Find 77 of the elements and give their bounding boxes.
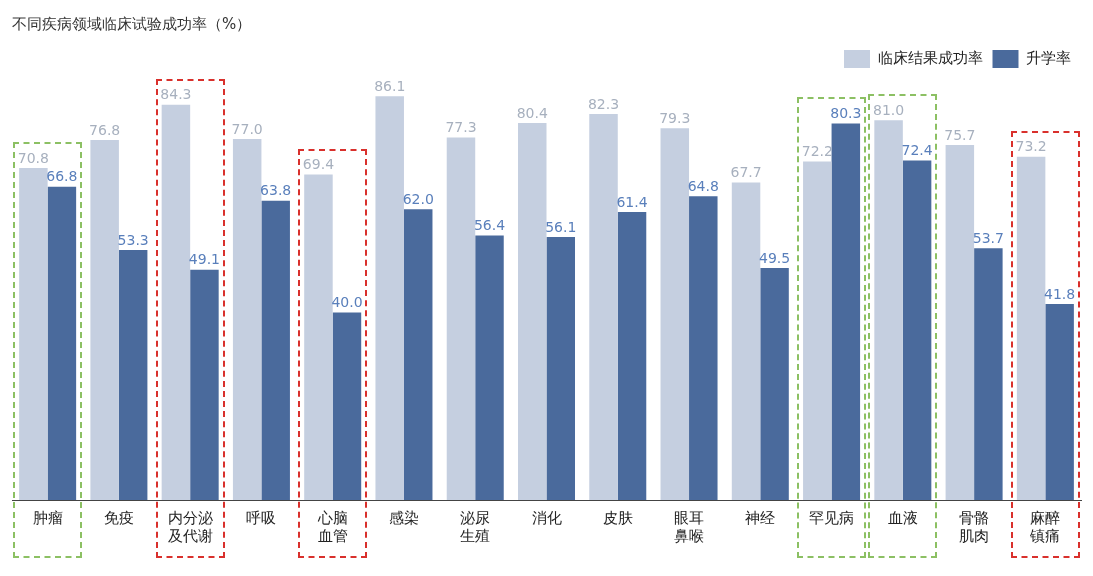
bar	[1045, 304, 1074, 500]
x-tick-label: 心脑血管	[316, 508, 348, 545]
legend-label: 升学率	[1026, 48, 1071, 67]
data-label: 84.3	[160, 86, 192, 103]
x-tick-label: 免疫	[103, 508, 134, 527]
x-tick-label: 皮肤	[602, 508, 633, 527]
x-tick-label: 呼吸	[246, 508, 277, 527]
legend-label: 临床结果成功率	[877, 48, 983, 67]
bar	[232, 138, 262, 500]
data-label: 61.4	[616, 193, 648, 210]
x-tick-label: 感染	[388, 508, 419, 527]
bar	[874, 120, 903, 500]
data-label: 72.4	[901, 142, 933, 159]
data-label: 76.8	[89, 121, 121, 138]
bar	[760, 267, 789, 500]
data-label: 40.0	[331, 294, 363, 311]
bar	[731, 182, 761, 500]
bar	[403, 209, 433, 500]
bar	[332, 312, 362, 500]
bar	[831, 123, 861, 500]
bar	[974, 248, 1003, 500]
data-label: 77.0	[231, 120, 263, 137]
data-label: 67.7	[730, 164, 762, 181]
data-label: 64.8	[687, 177, 719, 194]
x-tick-label: 血液	[887, 508, 918, 527]
bar	[161, 104, 191, 500]
bar	[902, 160, 932, 500]
bar	[90, 139, 119, 500]
bar	[1016, 156, 1046, 500]
x-tick-label: 罕见病	[809, 508, 855, 527]
data-label: 56.1	[545, 218, 577, 235]
data-label: 63.8	[260, 182, 292, 199]
chart-title: 不同疾病领域临床试验成功率（%）	[12, 14, 252, 33]
bar	[546, 236, 576, 500]
data-label: 80.3	[830, 105, 862, 122]
bar	[304, 174, 333, 500]
data-label: 86.1	[374, 77, 406, 94]
data-label: 56.4	[473, 217, 506, 234]
data-label: 49.1	[188, 251, 221, 268]
data-label: 79.3	[659, 109, 691, 126]
bar	[517, 123, 547, 500]
data-label: 70.8	[17, 149, 49, 166]
data-label: 53.3	[117, 231, 149, 248]
bar	[617, 212, 647, 500]
bar	[19, 168, 48, 500]
data-label: 81.0	[872, 101, 905, 118]
x-tick-label: 神经	[745, 508, 776, 527]
bar	[660, 128, 690, 500]
x-tick-label: 肿瘤	[32, 508, 63, 527]
bar	[689, 196, 718, 500]
data-label: 41.8	[1044, 285, 1076, 302]
data-label: 49.5	[758, 249, 791, 266]
data-label: 82.3	[587, 95, 620, 112]
bar	[446, 137, 476, 500]
data-label: 80.4	[516, 104, 548, 121]
x-tick-label: 骨骼肌肉	[959, 508, 990, 545]
bar	[475, 235, 504, 500]
data-label: 69.4	[302, 156, 335, 173]
x-tick-label: 内分泌及代谢	[167, 508, 213, 545]
data-label: 77.3	[445, 119, 477, 136]
bar	[375, 96, 404, 500]
data-label: 75.7	[944, 126, 976, 143]
bar	[261, 200, 290, 500]
bar	[47, 186, 77, 500]
bar	[589, 114, 618, 500]
bar	[945, 145, 975, 500]
data-label: 53.7	[972, 229, 1004, 246]
data-label: 66.8	[46, 168, 78, 185]
data-label: 73.2	[1015, 138, 1047, 155]
bar	[118, 250, 148, 500]
data-label: 62.0	[402, 190, 434, 207]
bar	[803, 161, 832, 500]
x-tick-label: 泌尿生殖	[460, 508, 491, 545]
x-tick-label: 麻醉镇痛	[1029, 508, 1061, 545]
bar	[190, 269, 219, 500]
x-tick-label: 眼耳鼻喉	[674, 508, 705, 545]
x-tick-label: 消化	[531, 508, 562, 527]
